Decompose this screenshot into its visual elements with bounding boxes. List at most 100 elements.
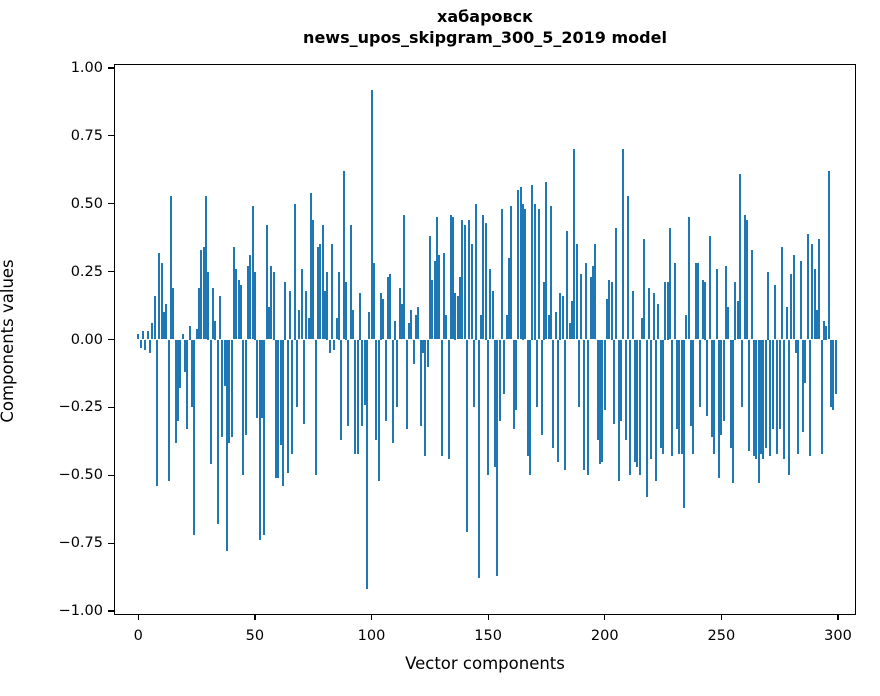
bar-164 (519, 187, 522, 340)
bar-172 (538, 209, 541, 340)
bar-98 (365, 339, 368, 590)
y-tick-mark-0.50 (108, 203, 115, 205)
y-tick-mark-−0.50 (108, 474, 115, 476)
bar-71 (302, 339, 305, 424)
bar-101 (372, 263, 375, 340)
chart-title-word: хабаровск (437, 7, 533, 26)
bar-290 (813, 268, 816, 340)
bar-287 (806, 233, 809, 340)
bar-251 (722, 339, 725, 421)
bar-215 (638, 339, 641, 476)
bar-280 (790, 274, 793, 340)
bar-20 (183, 339, 186, 373)
bar-241 (699, 339, 702, 408)
bar-152 (491, 290, 494, 340)
bar-114 (403, 214, 406, 340)
bar-143 (470, 244, 473, 340)
bar-225 (662, 339, 665, 454)
bar-21 (186, 339, 189, 430)
bar-144 (473, 339, 476, 408)
bar-69 (298, 309, 301, 340)
bar-129 (438, 255, 441, 340)
bar-146 (477, 339, 480, 579)
bar-174 (543, 282, 546, 340)
bar-107 (386, 277, 389, 340)
bar-32 (211, 287, 214, 340)
bar-233 (680, 339, 683, 454)
bar-59 (274, 339, 277, 478)
bar-278 (785, 306, 788, 340)
x-tick-label-250: 250 (707, 628, 736, 644)
bar-65 (288, 290, 291, 340)
bar-4 (146, 331, 149, 340)
y-tick-label-−0.25: −0.25 (58, 399, 103, 416)
x-tick-mark-300 (837, 613, 839, 621)
bar-134 (449, 214, 452, 340)
bar-92 (351, 309, 354, 340)
y-tick-mark-−0.75 (108, 542, 115, 544)
bar-100 (370, 89, 373, 340)
bar-147 (480, 315, 483, 340)
bar-86 (337, 271, 340, 340)
bar-10 (160, 263, 163, 340)
bar-53 (260, 339, 263, 419)
bar-160 (510, 206, 513, 340)
bar-31 (209, 339, 212, 465)
bar-48 (249, 255, 252, 340)
bar-193 (587, 339, 590, 476)
bar-95 (358, 293, 361, 340)
bar-274 (776, 339, 779, 454)
bar-173 (540, 339, 543, 435)
bar-224 (659, 339, 662, 449)
bar-2 (141, 331, 144, 340)
bar-135 (452, 217, 455, 340)
bar-109 (391, 339, 394, 443)
bar-38 (225, 339, 228, 552)
bar-235 (685, 315, 688, 340)
bar-255 (732, 339, 735, 484)
bar-282 (795, 339, 797, 354)
bar-220 (650, 339, 653, 459)
bar-75 (312, 220, 315, 340)
bar-183 (564, 339, 567, 470)
bar-190 (580, 274, 583, 340)
bar-139 (461, 220, 464, 340)
bar-70 (300, 268, 303, 340)
bar-104 (379, 293, 382, 340)
bar-54 (263, 339, 266, 535)
x-tick-mark-150 (487, 613, 489, 621)
bar-176 (547, 315, 550, 340)
y-tick-label-−1.00: −1.00 (58, 603, 103, 619)
bar-126 (431, 279, 434, 340)
bar-90 (347, 339, 350, 427)
chart-title-model: news_upos_skipgram_300_5_2019 model (303, 28, 667, 47)
bar-185 (568, 323, 571, 340)
bar-284 (799, 260, 802, 340)
bar-108 (389, 274, 392, 340)
bar-265 (755, 339, 758, 459)
y-tick-label-0.00: 0.00 (70, 331, 103, 348)
bar-273 (774, 285, 777, 340)
y-tick-mark-0.25 (108, 271, 115, 273)
bar-199 (601, 339, 604, 462)
bar-149 (484, 222, 487, 340)
bar-156 (501, 209, 504, 340)
bar-30 (207, 271, 210, 340)
bar-46 (244, 339, 247, 435)
y-tick-label-−0.50: −0.50 (58, 467, 103, 484)
bar-210 (627, 195, 630, 340)
bar-68 (295, 339, 298, 408)
bar-286 (804, 339, 807, 383)
bar-125 (428, 236, 431, 340)
bar-26 (197, 287, 200, 340)
bar-229 (671, 339, 674, 457)
y-tick-label-−0.75: −0.75 (58, 535, 103, 552)
bar-219 (648, 287, 651, 340)
bar-262 (748, 339, 751, 451)
bar-72 (305, 290, 308, 340)
x-tick-mark-50 (254, 613, 256, 621)
bar-80 (323, 290, 326, 340)
bar-3 (144, 339, 147, 351)
bar-298 (832, 339, 835, 411)
bar-93 (354, 339, 357, 454)
